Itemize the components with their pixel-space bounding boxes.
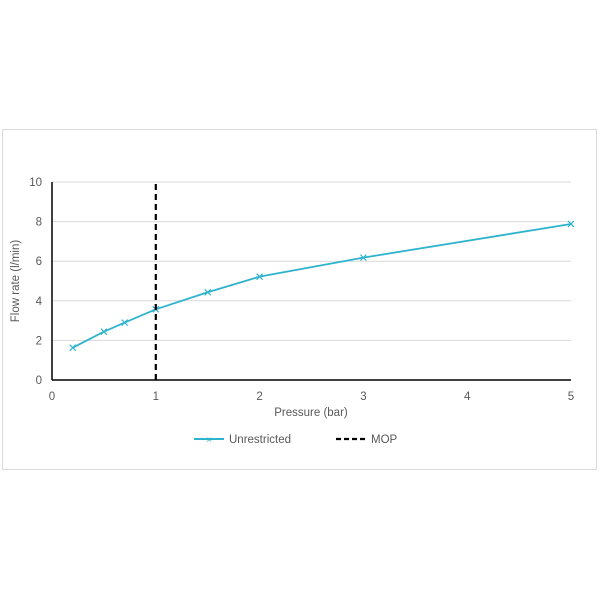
y-tick-label: 10 [29, 177, 42, 189]
x-marker [121, 319, 129, 327]
data-point-marker [256, 273, 264, 281]
x-axis-label: Pressure (bar) [274, 407, 348, 419]
data-point-marker [204, 288, 212, 296]
data-point-marker [69, 344, 77, 352]
x-marker [359, 254, 367, 262]
x-tick-label: 2 [256, 391, 262, 403]
x-tick-label: 5 [568, 391, 574, 403]
y-tick-label: 8 [36, 217, 42, 229]
y-tick-label: 0 [36, 375, 42, 387]
legend-label-mop: MOP [371, 434, 398, 446]
x-marker [256, 273, 264, 281]
y-tick-label: 4 [36, 296, 43, 308]
x-tick-label: 1 [153, 391, 159, 403]
legend-label-unrestricted: Unrestricted [229, 434, 291, 446]
y-tick-label: 6 [36, 256, 42, 268]
data-point-marker [121, 319, 129, 327]
data-point-marker [567, 220, 575, 228]
chart-frame [2, 129, 597, 470]
x-marker [100, 328, 108, 336]
y-axis-label: Flow rate (l/min) [10, 240, 22, 323]
x-tick-label: 4 [464, 391, 471, 403]
x-marker [567, 220, 575, 228]
x-tick-label: 3 [360, 391, 366, 403]
x-marker [204, 288, 212, 296]
legend: × Unrestricted MOP [194, 434, 398, 446]
series-unrestricted-line [72, 223, 572, 349]
x-tick-label: 0 [49, 391, 55, 403]
legend-marker-unrestricted: × [206, 435, 212, 446]
x-marker [69, 344, 77, 352]
data-point-marker [359, 254, 367, 262]
data-point-marker [100, 328, 108, 336]
y-tick-label: 2 [36, 335, 42, 347]
